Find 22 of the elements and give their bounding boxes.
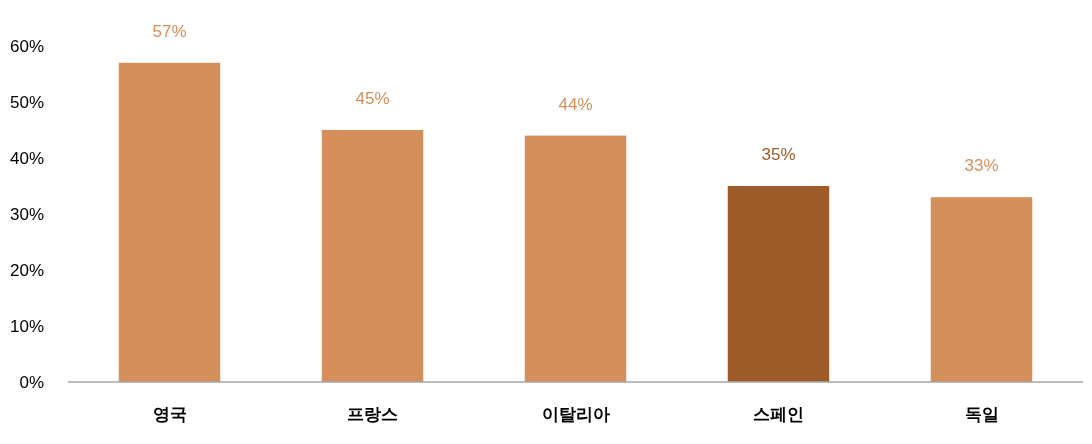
y-tick-label: 60% [9, 36, 44, 56]
bar [118, 62, 221, 382]
bar [930, 197, 1033, 382]
data-label: 44% [558, 94, 593, 114]
y-tick-label: 0% [19, 372, 44, 392]
y-tick-label: 20% [9, 260, 44, 280]
y-tick-label: 10% [9, 316, 44, 336]
x-tick-label: 스페인 [753, 405, 804, 424]
data-label: 35% [761, 145, 796, 164]
bar [524, 135, 627, 382]
x-tick-label: 이탈리아 [541, 405, 610, 424]
data-label: 33% [964, 156, 999, 176]
bar [727, 186, 830, 382]
x-tick-label: 독일 [964, 405, 999, 424]
y-tick-label: 30% [9, 204, 44, 224]
y-tick-label: 40% [9, 148, 44, 168]
data-label: 57% [152, 21, 187, 41]
y-tick-label: 50% [9, 92, 44, 112]
data-label: 45% [355, 89, 390, 108]
x-tick-label: 영국 [152, 405, 187, 424]
x-tick-label: 프랑스 [347, 405, 398, 424]
bar [321, 130, 424, 382]
